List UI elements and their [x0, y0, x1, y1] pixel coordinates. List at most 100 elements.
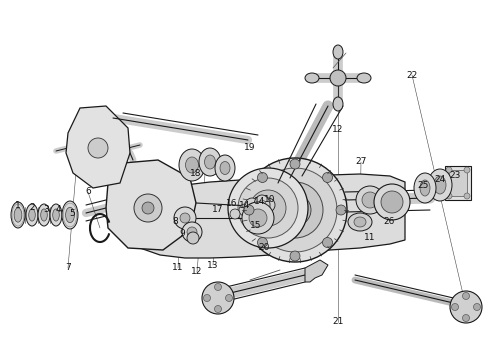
Polygon shape — [305, 260, 328, 282]
Text: 14: 14 — [239, 202, 251, 211]
Ellipse shape — [14, 208, 22, 222]
Text: 7: 7 — [65, 264, 71, 273]
Circle shape — [253, 168, 337, 252]
Text: 10: 10 — [264, 195, 276, 204]
Circle shape — [290, 251, 300, 261]
Circle shape — [446, 193, 452, 199]
Ellipse shape — [348, 213, 372, 231]
Ellipse shape — [215, 155, 235, 181]
Text: 12: 12 — [332, 126, 343, 135]
Circle shape — [450, 291, 482, 323]
Ellipse shape — [333, 45, 343, 59]
Circle shape — [279, 194, 311, 226]
Circle shape — [243, 158, 347, 262]
Ellipse shape — [186, 157, 198, 173]
Circle shape — [463, 315, 469, 321]
Ellipse shape — [29, 209, 35, 221]
Circle shape — [451, 303, 459, 310]
Ellipse shape — [220, 162, 230, 175]
Circle shape — [187, 232, 199, 244]
Text: 12: 12 — [191, 267, 203, 276]
Text: 22: 22 — [406, 71, 417, 80]
Circle shape — [381, 191, 403, 213]
Ellipse shape — [38, 204, 50, 226]
Circle shape — [230, 209, 240, 219]
Ellipse shape — [11, 202, 25, 228]
Circle shape — [257, 238, 268, 248]
Text: 1: 1 — [15, 201, 21, 210]
Circle shape — [180, 213, 190, 223]
Circle shape — [446, 167, 452, 173]
Ellipse shape — [204, 155, 216, 169]
Circle shape — [374, 184, 410, 220]
Circle shape — [261, 198, 275, 212]
Ellipse shape — [333, 97, 343, 111]
Ellipse shape — [434, 176, 446, 194]
Ellipse shape — [357, 73, 371, 83]
Circle shape — [242, 202, 274, 234]
Text: 15: 15 — [250, 221, 262, 230]
Text: 3: 3 — [43, 206, 49, 215]
Ellipse shape — [428, 169, 452, 201]
Circle shape — [239, 204, 251, 216]
Text: 23: 23 — [449, 171, 461, 180]
Ellipse shape — [26, 204, 38, 226]
Circle shape — [322, 172, 333, 183]
Ellipse shape — [53, 209, 59, 221]
Polygon shape — [106, 160, 196, 250]
Text: 4: 4 — [55, 206, 61, 215]
Ellipse shape — [66, 207, 74, 223]
Circle shape — [187, 227, 197, 237]
Circle shape — [267, 182, 323, 238]
Text: 20: 20 — [258, 243, 270, 252]
Circle shape — [228, 168, 308, 248]
Text: 9: 9 — [179, 230, 185, 238]
Text: 2: 2 — [29, 202, 35, 211]
Circle shape — [336, 205, 346, 215]
Text: 24: 24 — [434, 175, 445, 184]
Text: 19: 19 — [244, 144, 256, 153]
Text: 8: 8 — [172, 217, 178, 226]
Circle shape — [464, 193, 470, 199]
Ellipse shape — [258, 200, 266, 210]
Ellipse shape — [41, 209, 48, 221]
Circle shape — [215, 306, 221, 312]
Circle shape — [203, 294, 211, 302]
Text: 26: 26 — [383, 217, 394, 226]
Circle shape — [215, 284, 221, 291]
Ellipse shape — [414, 173, 436, 203]
Text: 25: 25 — [417, 180, 429, 189]
Ellipse shape — [254, 195, 270, 215]
Text: 27: 27 — [355, 158, 367, 166]
Circle shape — [88, 138, 108, 158]
Circle shape — [142, 202, 154, 214]
Text: 5: 5 — [69, 210, 75, 219]
Circle shape — [463, 292, 469, 300]
Text: 11: 11 — [364, 234, 376, 243]
Ellipse shape — [305, 73, 319, 83]
Circle shape — [134, 194, 162, 222]
Circle shape — [464, 167, 470, 173]
Text: 21: 21 — [332, 318, 343, 327]
Circle shape — [249, 209, 267, 227]
Circle shape — [322, 238, 333, 248]
Circle shape — [473, 303, 481, 310]
Text: 11: 11 — [172, 264, 184, 273]
Polygon shape — [66, 106, 130, 188]
Ellipse shape — [179, 149, 205, 181]
Text: 13: 13 — [207, 261, 219, 270]
Polygon shape — [128, 174, 405, 258]
Text: 16: 16 — [226, 199, 238, 208]
Circle shape — [290, 159, 300, 169]
Ellipse shape — [199, 148, 221, 176]
Ellipse shape — [420, 180, 430, 196]
Circle shape — [174, 207, 196, 229]
Text: 18: 18 — [190, 168, 202, 177]
Circle shape — [330, 70, 346, 86]
Ellipse shape — [354, 217, 366, 227]
Ellipse shape — [248, 203, 256, 213]
Circle shape — [250, 190, 286, 226]
Ellipse shape — [50, 204, 62, 226]
Text: 6: 6 — [85, 188, 91, 197]
Ellipse shape — [62, 201, 78, 229]
